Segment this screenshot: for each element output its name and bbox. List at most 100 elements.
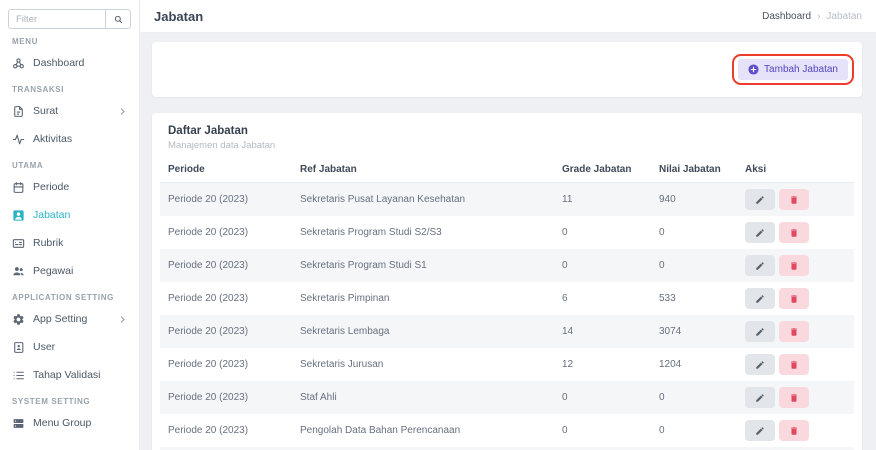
cell-grade-jabatan: 12: [562, 359, 574, 370]
jabatan-list-card: Daftar Jabatan Manajemen data Jabatan Pe…: [152, 113, 862, 450]
pencil-icon: [755, 393, 765, 403]
sidebar-section-menu: MENU: [12, 37, 38, 46]
column-header-nilai-jabatan: Nilai Jabatan: [651, 159, 737, 183]
trash-icon: [789, 393, 799, 403]
gear-icon: [12, 313, 25, 326]
pencil-icon: [755, 426, 765, 436]
row-actions: [745, 354, 846, 375]
sidebar-item-label: App Setting: [33, 313, 88, 325]
topbar: Jabatan Dashboard › Jabatan: [140, 0, 876, 33]
cell-ref-jabatan: Sekretaris Jurusan: [300, 359, 384, 370]
delete-button[interactable]: [779, 354, 809, 375]
row-actions: [745, 387, 846, 408]
main-content: Tambah Jabatan Daftar Jabatan Manajemen …: [140, 33, 876, 450]
cell-grade-jabatan: 0: [562, 425, 568, 436]
cell-nilai-jabatan: 0: [659, 227, 665, 238]
row-actions: [745, 255, 846, 276]
edit-button[interactable]: [745, 222, 775, 243]
sidebar-section-application-setting: APPLICATION SETTING: [12, 293, 114, 302]
table-row: Periode 20 (2023) Sekretaris Pimpinan 6 …: [160, 282, 854, 315]
sidebar-item-pegawai[interactable]: Pegawai: [0, 257, 139, 285]
card-title: Daftar Jabatan: [168, 125, 248, 137]
sidebar-item-aktivitas[interactable]: Aktivitas: [0, 125, 139, 153]
trash-icon: [789, 294, 799, 304]
edit-button[interactable]: [745, 387, 775, 408]
sidebar-item-dashboard[interactable]: Dashboard: [0, 49, 139, 77]
row-actions: [745, 420, 846, 441]
cell-ref-jabatan: Pengolah Data Bahan Perencanaan: [300, 425, 461, 436]
delete-button[interactable]: [779, 189, 809, 210]
sidebar-item-menu-group[interactable]: Menu Group: [0, 409, 139, 437]
table-row: Periode 20 (2023) Sekretaris Pusat Layan…: [160, 183, 854, 216]
pencil-icon: [755, 228, 765, 238]
pencil-icon: [755, 261, 765, 271]
breadcrumb-current: Jabatan: [826, 10, 862, 22]
delete-button[interactable]: [779, 222, 809, 243]
row-actions: [745, 288, 846, 309]
pencil-icon: [755, 327, 765, 337]
sidebar-item-label: Dashboard: [33, 57, 85, 69]
sidebar-filter-group: [8, 9, 131, 29]
tambah-jabatan-button[interactable]: Tambah Jabatan: [738, 59, 848, 80]
sidebar-item-app-setting[interactable]: App Setting: [0, 305, 139, 333]
pencil-icon: [755, 360, 765, 370]
sidebar-item-label: User: [33, 341, 56, 353]
cell-nilai-jabatan: 1204: [659, 359, 682, 370]
delete-button[interactable]: [779, 321, 809, 342]
sidebar-item-label: Tahap Validasi: [33, 369, 101, 381]
plus-circle-icon: [748, 64, 759, 75]
jabatan-table: Periode Ref Jabatan Grade Jabatan Nilai …: [160, 159, 854, 450]
sidebar-item-label: Rubrik: [33, 237, 64, 249]
card-subtitle: Manajemen data Jabatan: [168, 140, 276, 151]
search-icon: [113, 14, 124, 25]
cell-nilai-jabatan: 0: [651, 381, 737, 414]
cell-aksi: [737, 183, 854, 216]
pencil-icon: [755, 294, 765, 304]
chevron-right-icon: [118, 315, 127, 324]
delete-button[interactable]: [779, 420, 809, 441]
edit-button[interactable]: [745, 255, 775, 276]
edit-button[interactable]: [745, 189, 775, 210]
table-row: Periode 20 (2023) Sekretaris Program Stu…: [160, 249, 854, 282]
sidebar-item-periode[interactable]: Periode: [0, 173, 139, 201]
column-header-grade-jabatan: Grade Jabatan: [554, 159, 651, 183]
cell-nilai-jabatan: 533: [659, 293, 676, 304]
cell-aksi: [737, 216, 854, 249]
cell-periode: Periode 20 (2023): [160, 315, 292, 348]
sidebar-item-surat[interactable]: Surat: [0, 97, 139, 125]
cell-aksi: [737, 414, 854, 447]
cell-grade-jabatan: 6: [562, 293, 568, 304]
table-row-partial: [160, 447, 854, 450]
sidebar-item-rubrik[interactable]: Rubrik: [0, 229, 139, 257]
cell-nilai-jabatan: 0: [659, 425, 665, 436]
cell-periode: Periode 20 (2023): [168, 425, 249, 436]
column-header-aksi: Aksi: [737, 159, 854, 183]
toolbar-card: Tambah Jabatan: [152, 42, 862, 97]
delete-button[interactable]: [779, 387, 809, 408]
cell-periode: Periode 20 (2023): [160, 381, 292, 414]
sidebar-section-transaksi: TRANSAKSI: [12, 85, 65, 94]
cell-periode: Periode 20 (2023): [160, 249, 292, 282]
sidebar-item-jabatan[interactable]: Jabatan: [0, 201, 139, 229]
sidebar-item-tahap-validasi[interactable]: Tahap Validasi: [0, 361, 139, 389]
cell-ref-jabatan: Sekretaris Program Studi S2/S3: [300, 227, 442, 238]
trash-icon: [789, 261, 799, 271]
edit-button[interactable]: [745, 288, 775, 309]
filter-input[interactable]: [8, 9, 105, 29]
sidebar-item-user[interactable]: User: [0, 333, 139, 361]
sidebar-item-label: Jabatan: [33, 209, 71, 221]
edit-button[interactable]: [745, 354, 775, 375]
trash-icon: [789, 360, 799, 370]
cell-aksi: [737, 381, 854, 414]
cell-nilai-jabatan: 0: [651, 249, 737, 282]
table-row: Periode 20 (2023) Sekretaris Program Stu…: [160, 216, 854, 249]
edit-button[interactable]: [745, 420, 775, 441]
delete-button[interactable]: [779, 288, 809, 309]
delete-button[interactable]: [779, 255, 809, 276]
sidebar-item-label: Menu Group: [33, 417, 92, 429]
filter-search-button[interactable]: [105, 9, 131, 29]
row-actions: [745, 222, 846, 243]
edit-button[interactable]: [745, 321, 775, 342]
breadcrumb-dashboard[interactable]: Dashboard: [762, 10, 812, 22]
trash-icon: [789, 426, 799, 436]
